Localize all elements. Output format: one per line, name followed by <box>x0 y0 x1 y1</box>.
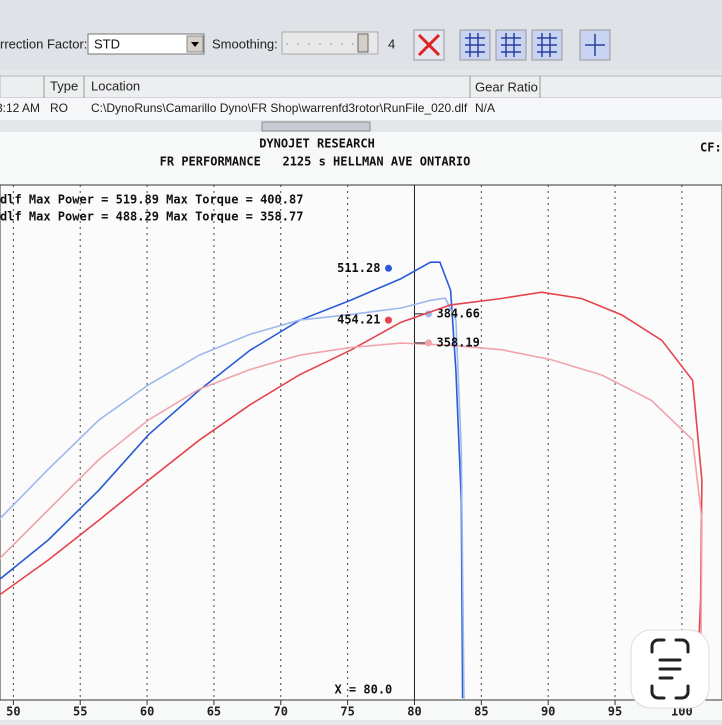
column-header: Type <box>50 78 78 93</box>
correction-label: rrection Factor: <box>0 36 87 51</box>
cursor-point <box>384 316 392 324</box>
toolbar-buttons <box>413 29 611 61</box>
x-tick-label: 80 <box>407 705 421 719</box>
smoothing-slider[interactable] <box>281 31 379 55</box>
cell: C:\DynoRuns\Camarillo Dyno\FR Shop\warre… <box>91 101 468 115</box>
cursor-point <box>384 264 392 272</box>
cursor-value: 454.21 <box>337 313 380 327</box>
cursor-value: 511.28 <box>337 261 380 275</box>
cell: RO <box>50 101 68 115</box>
cursor-value: 384.66 <box>436 306 479 320</box>
button-icons <box>465 33 605 57</box>
table-row[interactable] <box>0 98 722 120</box>
x-tick-label: 70 <box>274 705 288 719</box>
series-line <box>0 342 703 699</box>
smoothing-label: Smoothing: <box>212 36 278 51</box>
series-line <box>0 297 465 699</box>
x-tick-label: 65 <box>207 705 221 719</box>
x-tick-label: 50 <box>6 705 20 719</box>
x-tick-label: 55 <box>73 705 87 719</box>
chart-title: DYNOJET RESEARCH <box>259 137 375 151</box>
cursor-value: 358.19 <box>436 335 479 349</box>
correction-select[interactable] <box>87 33 205 55</box>
x-tick-label: 60 <box>140 705 154 719</box>
cursor-label: X = 80.0 <box>334 683 392 697</box>
summary: dlf Max Power = 488.29 Max Torque = 358.… <box>0 210 303 224</box>
column-header: Gear Ratio <box>475 79 538 94</box>
clear-icon <box>417 33 441 57</box>
corner-label: CF: <box>700 141 722 155</box>
cell: 3:12 AM <box>0 101 40 115</box>
scan-icon <box>650 638 690 700</box>
cursor-point <box>424 339 432 347</box>
series-line <box>0 291 703 699</box>
splitter[interactable] <box>261 121 371 132</box>
dropdown-arrow <box>191 42 199 47</box>
x-tick-label: 90 <box>541 705 555 719</box>
column-header: Location <box>91 78 140 93</box>
x-tick-label: 85 <box>474 705 488 719</box>
summary: dlf Max Power = 519.89 Max Torque = 400.… <box>0 193 303 207</box>
chart-subtitle: FR PERFORMANCE 2125 s HELLMAN AVE ONTARI… <box>160 155 471 169</box>
cell: N/A <box>475 101 495 115</box>
correction-value: STD <box>94 36 120 51</box>
slider-thumb[interactable] <box>357 33 369 53</box>
x-tick-label: 75 <box>340 705 354 719</box>
series-line <box>0 261 464 699</box>
x-tick-label: 95 <box>608 705 622 719</box>
smoothing-value: 4 <box>388 36 395 51</box>
